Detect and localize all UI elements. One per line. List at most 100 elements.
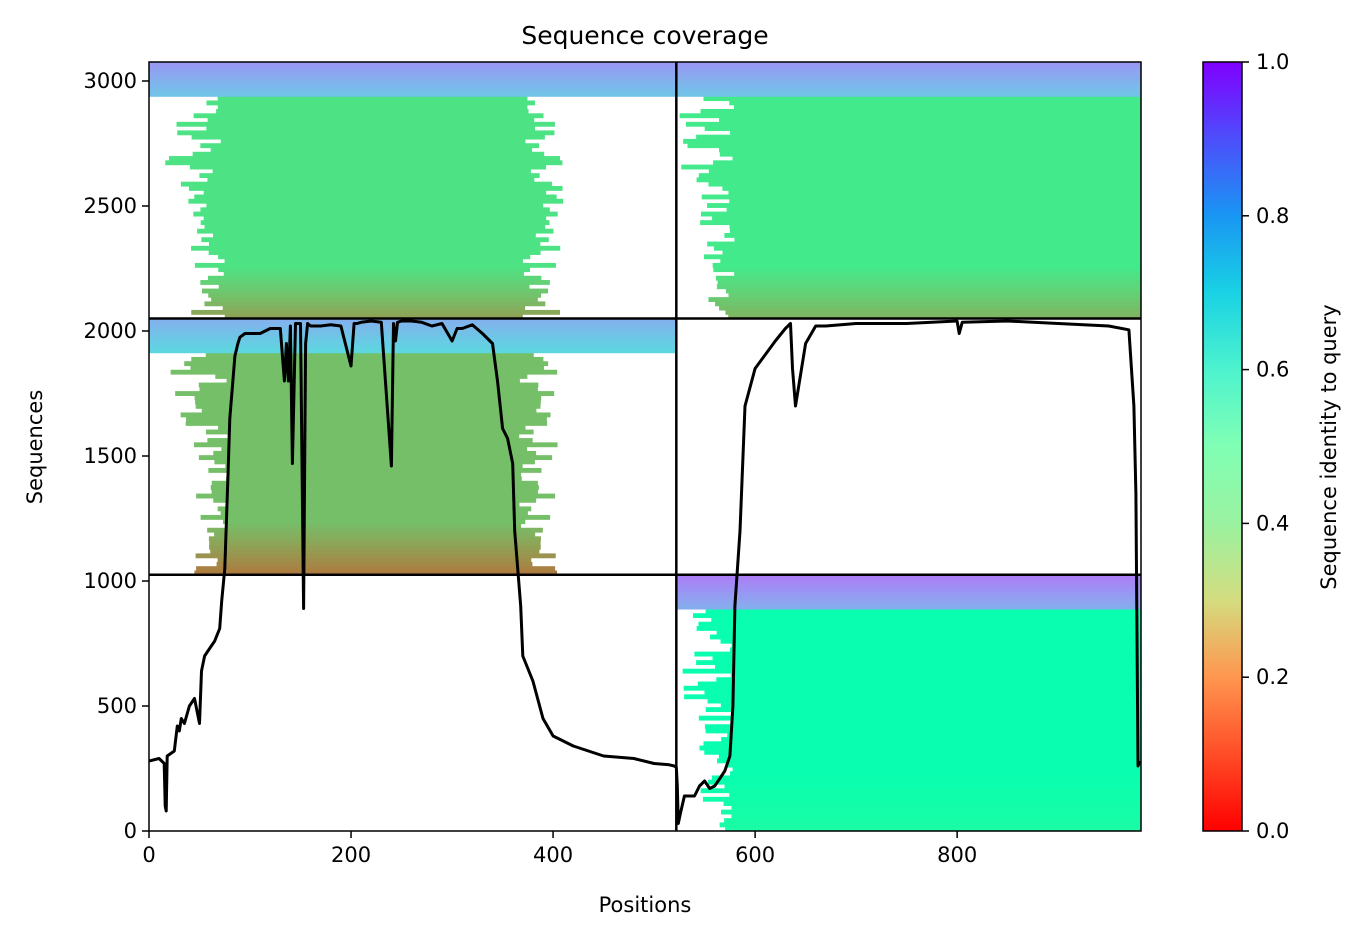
coverage-block	[149, 318, 677, 576]
coverage-band	[681, 164, 1141, 170]
coverage-band	[224, 258, 523, 264]
coverage-band	[218, 425, 526, 431]
colorbar-tick-label: 0.0	[1256, 819, 1289, 843]
coverage-band	[199, 386, 538, 392]
coverage-band	[217, 104, 528, 110]
coverage-band	[149, 87, 677, 93]
coverage-band	[708, 168, 1141, 174]
coverage-band	[676, 83, 1141, 89]
coverage-band	[194, 395, 542, 401]
coverage-band	[704, 724, 1141, 730]
coverage-band	[149, 335, 677, 341]
coverage-band	[676, 587, 1141, 593]
coverage-band	[175, 391, 555, 396]
coverage-band	[191, 245, 561, 251]
chart-title: Sequence coverage	[521, 21, 768, 50]
coverage-band	[731, 813, 1141, 819]
coverage-band	[676, 591, 1141, 597]
coverage-band	[717, 280, 1141, 285]
coverage-band	[713, 245, 1141, 251]
coverage-band	[704, 690, 1141, 695]
coverage-band	[193, 442, 558, 448]
coverage-band	[149, 62, 677, 67]
coverage-band	[697, 681, 1141, 687]
plot-frame	[148, 61, 1142, 832]
coverage-band	[223, 271, 524, 277]
coverage-band	[207, 438, 533, 443]
coverage-band	[676, 87, 1141, 93]
coverage-band	[676, 596, 1141, 601]
coverage-band	[725, 309, 1141, 315]
coverage-band	[208, 292, 542, 298]
coverage-band	[711, 617, 1141, 623]
plot-area	[148, 61, 1142, 832]
coverage-band	[149, 83, 677, 89]
coverage-band	[730, 771, 1141, 777]
coverage-line	[149, 319, 1141, 825]
coverage-band	[189, 164, 547, 170]
coverage-band	[692, 613, 1141, 619]
coverage-band	[712, 655, 1141, 661]
x-axis-label: Positions	[599, 893, 692, 917]
coverage-band	[198, 382, 539, 388]
coverage-band	[226, 523, 522, 529]
coverage-band	[191, 134, 545, 140]
coverage-band	[729, 792, 1141, 798]
coverage-band	[203, 190, 547, 196]
coverage-band	[186, 416, 547, 422]
coverage-band	[207, 527, 543, 533]
coverage-band	[720, 638, 1141, 644]
coverage-band	[149, 344, 677, 349]
coverage-band	[676, 62, 1141, 67]
coverage-band	[214, 459, 535, 465]
coverage-band	[206, 126, 536, 131]
coverage-band	[225, 463, 523, 469]
coverage-band	[170, 369, 558, 375]
coverage-band	[694, 651, 1141, 657]
coverage-band	[226, 476, 522, 482]
coverage-band	[208, 536, 541, 542]
coverage-band	[193, 211, 558, 217]
coverage-band	[188, 198, 564, 204]
coverage-band	[731, 805, 1141, 811]
coverage-band	[705, 608, 1141, 614]
coverage-band	[221, 446, 528, 452]
coverage-band	[687, 143, 1141, 149]
coverage-band	[200, 514, 551, 520]
colorbar-ticks: 0.0 0.2 0.4 0.6 0.8 1.0	[1242, 50, 1289, 843]
coverage-band	[728, 292, 1141, 298]
coverage-band	[704, 749, 1141, 755]
coverage-band	[711, 775, 1141, 781]
coverage-band	[199, 173, 540, 179]
coverage-band	[704, 126, 1141, 131]
coverage-band	[707, 241, 1141, 247]
coverage-band	[190, 365, 544, 371]
coverage-band	[701, 194, 1141, 200]
coverage-band	[206, 100, 535, 106]
colorbar-tick-label: 0.4	[1256, 511, 1289, 535]
coverage-band	[217, 506, 532, 512]
coverage-band	[200, 207, 550, 213]
coverage-band	[718, 754, 1141, 759]
coverage-band	[676, 579, 1141, 584]
x-tick-label: 600	[735, 843, 775, 867]
coverage-band	[715, 301, 1141, 307]
coverage-band	[194, 262, 556, 268]
coverage-band	[217, 557, 532, 563]
coverage-band	[732, 766, 1141, 772]
coverage-band	[700, 211, 1141, 217]
coverage-band	[224, 314, 523, 320]
coverage-block	[149, 62, 677, 320]
coverage-band	[685, 121, 1141, 127]
coverage-band	[699, 745, 1141, 751]
coverage-band	[220, 510, 528, 516]
coverage-band	[676, 583, 1141, 589]
x-tick-label: 400	[533, 843, 573, 867]
colorbar-tick-label: 0.2	[1256, 665, 1289, 689]
coverage-band	[722, 250, 1141, 255]
coverage-band	[210, 147, 533, 153]
coverage-band	[180, 181, 552, 187]
coverage-band	[707, 698, 1141, 704]
coverage-block	[676, 574, 1141, 831]
coverage-band	[713, 160, 1141, 166]
